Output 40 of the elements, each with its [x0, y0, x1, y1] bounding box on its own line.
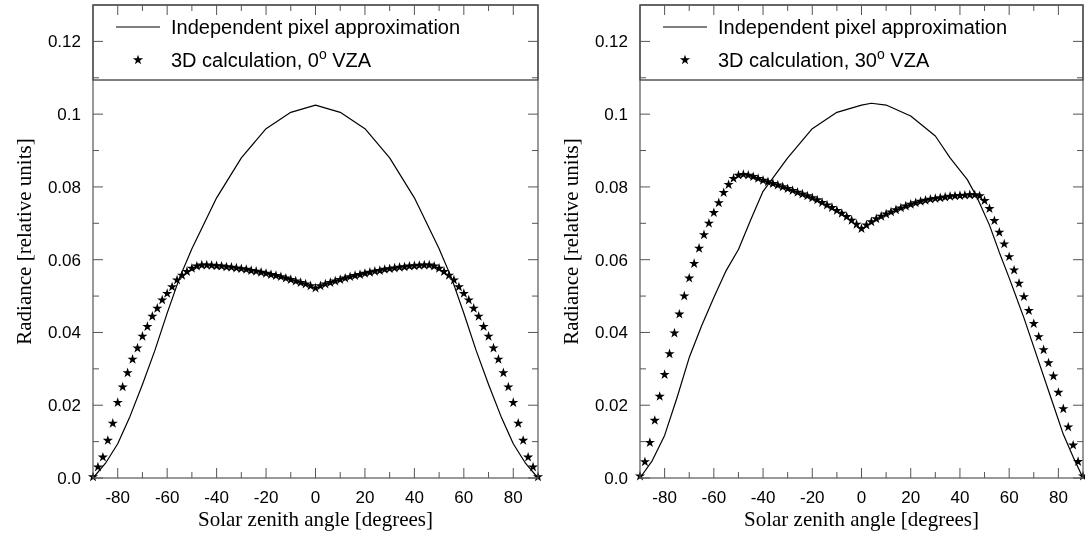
x-tick-label: -40	[204, 488, 229, 507]
x-tick-label: 20	[355, 488, 375, 507]
y-tick-label: 0.12	[594, 32, 628, 52]
y-tick-label: 0.12	[47, 32, 81, 52]
y-tick-label: 0.04	[47, 323, 81, 343]
y-tick-label: 0.1	[57, 105, 81, 125]
x-tick-label: -80	[105, 488, 131, 507]
x-tick-label: -20	[253, 488, 279, 507]
y-tick-label: 0.02	[594, 396, 628, 416]
x-tick-label: 60	[454, 488, 474, 507]
x-tick-label: -40	[750, 488, 776, 507]
x-tick-label: 80	[503, 488, 523, 507]
x-tick-label: 80	[1048, 488, 1068, 507]
x-tick-label: 40	[404, 488, 424, 507]
x-tick-label: 0	[310, 488, 321, 507]
x-tick-label: 60	[999, 488, 1019, 507]
legend-label: 3D calculation, 30$^{o}$ VZA	[718, 46, 930, 71]
x-axis-title: Solar zenith angle [degrees]	[198, 507, 433, 531]
legend-label: 3D calculation, 0$^{o}$ VZA	[171, 46, 372, 71]
x-tick-label: -80	[652, 488, 677, 507]
x-tick-label: 20	[901, 488, 921, 507]
y-tick-label: 0.1	[604, 105, 628, 125]
legend-label: Independent pixel approximation	[718, 16, 1008, 38]
y-tick-label: 0.06	[594, 250, 628, 270]
x-tick-label: 0	[856, 488, 867, 507]
y-tick-label: 0.08	[47, 177, 81, 197]
y-tick-label: 0.04	[594, 323, 628, 343]
x-tick-label: 40	[950, 488, 970, 507]
y-tick-label: 0.06	[47, 250, 81, 270]
x-tick-label: -60	[701, 488, 727, 507]
y-tick-label: 0.08	[594, 177, 628, 197]
y-axis-title: Radiance [relative units]	[12, 138, 36, 345]
x-tick-label: -60	[154, 488, 180, 507]
y-tick-label: 0.0	[604, 469, 628, 488]
x-tick-label: -20	[799, 488, 825, 507]
x-axis-title: Solar zenith angle [degrees]	[744, 507, 979, 531]
y-tick-label: 0.0	[57, 469, 81, 488]
y-axis-title: Radiance [relative units]	[559, 138, 583, 345]
legend-label: Independent pixel approximation	[171, 16, 461, 38]
y-tick-label: 0.02	[47, 396, 81, 416]
